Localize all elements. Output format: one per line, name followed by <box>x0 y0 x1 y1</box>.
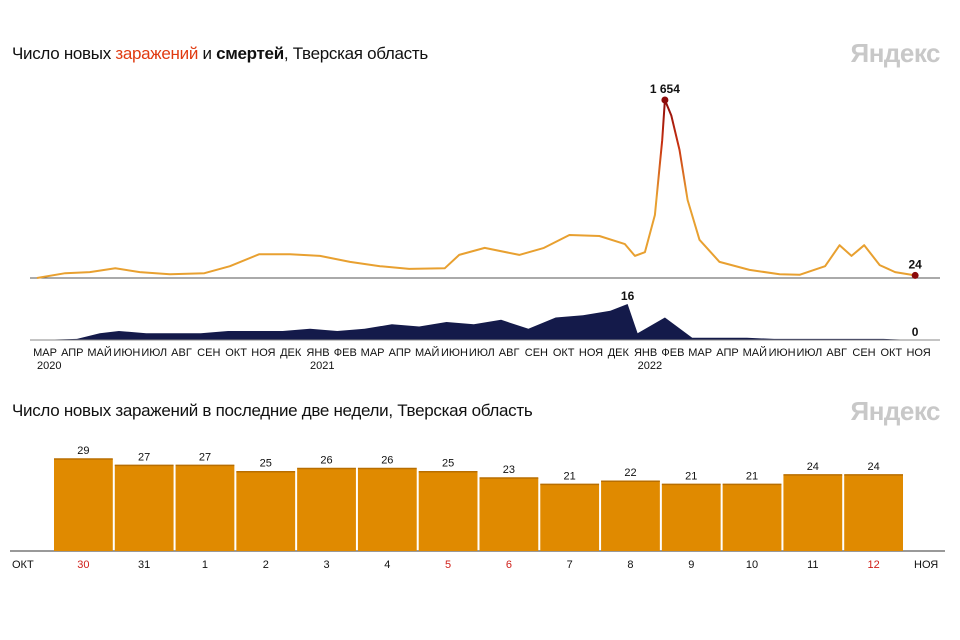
bar-value-label: 21 <box>564 470 576 482</box>
deaths-area <box>37 304 916 340</box>
cases-annotation: 24 <box>908 257 922 271</box>
x-tick-label: ИЮЛ <box>141 347 167 359</box>
bar-value-label: 24 <box>807 461 819 473</box>
x-tick-label: ДЕК <box>280 347 302 359</box>
bar <box>601 481 660 551</box>
x-tick-label: ИЮН <box>113 347 140 359</box>
year-label: 2022 <box>638 360 662 372</box>
x-tick-label: НОЯ <box>251 347 275 359</box>
cases-marker <box>661 96 669 104</box>
bar <box>175 465 235 551</box>
bar-value-label: 21 <box>746 470 758 482</box>
bar <box>54 459 113 551</box>
bar-category-label: 1 <box>202 559 208 571</box>
bar-category-label: 2 <box>263 559 269 571</box>
bar-value-label: 21 <box>685 470 697 482</box>
bar <box>357 468 417 551</box>
bar-value-label: 25 <box>260 458 272 470</box>
start-month-label: ОКТ <box>12 559 34 571</box>
x-tick-label: МАЙ <box>415 346 439 359</box>
bar-value-label: 25 <box>442 458 454 470</box>
x-tick-label: ИЮН <box>769 347 796 359</box>
chart-1-title: Число новых заражений и смертей, Тверска… <box>12 44 428 64</box>
x-tick-label: ИЮЛ <box>797 347 823 359</box>
x-tick-label: МАЙ <box>87 346 111 359</box>
title-prefix: Число новых <box>12 44 116 63</box>
x-tick-label: НОЯ <box>579 347 603 359</box>
x-tick-label: ИЮЛ <box>469 347 495 359</box>
bar-category-label: 12 <box>867 559 879 571</box>
x-tick-label: ЯНВ <box>306 347 329 359</box>
x-tick-label: АВГ <box>171 347 192 359</box>
x-tick-label: АВГ <box>499 347 520 359</box>
bar-value-label: 26 <box>381 455 393 467</box>
x-tick-label: ОКТ <box>225 347 247 359</box>
title-suffix: , Тверская область <box>283 44 428 63</box>
bar-value-label: 27 <box>199 451 211 463</box>
bar-value-label: 29 <box>77 445 89 457</box>
deaths-annotation: 0 <box>912 325 919 339</box>
bar <box>722 484 782 551</box>
bar <box>418 471 478 551</box>
bar-category-label: 6 <box>506 559 512 571</box>
bar-category-label: 3 <box>323 559 329 571</box>
bar-category-label: 10 <box>746 559 758 571</box>
yandex-logo: Яндекс <box>850 38 941 68</box>
x-tick-label: НОЯ <box>906 347 930 359</box>
bar-category-label: 7 <box>567 559 573 571</box>
bar-value-label: 27 <box>138 451 150 463</box>
bar <box>844 474 903 551</box>
x-tick-label: АПР <box>61 347 83 359</box>
cases-marker <box>911 271 919 279</box>
bar <box>661 484 721 551</box>
x-tick-label: ИЮН <box>441 347 468 359</box>
bar <box>297 468 356 551</box>
bar <box>479 478 539 551</box>
bar <box>783 474 843 551</box>
yandex-logo-2: Яндекс <box>850 396 941 426</box>
year-label: 2020 <box>37 360 61 372</box>
x-tick-label: ФЕВ <box>661 347 684 359</box>
title-middle: и <box>198 44 217 63</box>
bar-value-label: 22 <box>624 467 636 479</box>
bar-category-label: 31 <box>138 559 150 571</box>
x-tick-label: СЕН <box>852 347 875 359</box>
title-deaths: смертей <box>216 44 284 63</box>
year-label: 2021 <box>310 360 334 372</box>
end-month-label: НОЯ <box>914 559 938 571</box>
bar-category-label: 4 <box>384 559 390 571</box>
x-tick-label: АВГ <box>826 347 847 359</box>
chart-2-title: Число новых заражений в последние две не… <box>12 401 533 420</box>
x-tick-label: ДЕК <box>608 347 630 359</box>
x-tick-label: ОКТ <box>880 347 902 359</box>
title-cases: заражений <box>115 44 199 63</box>
bar-category-label: 5 <box>445 559 451 571</box>
bar <box>540 484 600 551</box>
x-tick-label: МАР <box>361 347 385 359</box>
bar-value-label: 24 <box>867 461 879 473</box>
x-tick-label: СЕН <box>197 347 220 359</box>
x-tick-label: СЕН <box>525 347 548 359</box>
cases-annotation: 1 654 <box>650 82 680 96</box>
cases-line <box>36 99 916 279</box>
x-tick-label: ЯНВ <box>634 347 657 359</box>
x-tick-label: МАЙ <box>743 346 767 359</box>
bar-category-label: 11 <box>807 559 818 571</box>
x-tick-label: АПР <box>389 347 411 359</box>
bar-category-label: 9 <box>688 559 694 571</box>
x-tick-label: ОКТ <box>553 347 575 359</box>
x-tick-label: АПР <box>716 347 738 359</box>
deaths-annotation: 16 <box>621 289 635 303</box>
bar-category-label: 30 <box>77 559 89 571</box>
x-tick-label: МАР <box>688 347 712 359</box>
bar <box>114 465 174 551</box>
x-tick-label: ФЕВ <box>334 347 357 359</box>
bar <box>236 471 296 551</box>
x-tick-label: МАР <box>33 347 57 359</box>
bar-value-label: 23 <box>503 464 515 476</box>
bar-value-label: 26 <box>320 455 332 467</box>
bar-category-label: 8 <box>627 559 633 571</box>
